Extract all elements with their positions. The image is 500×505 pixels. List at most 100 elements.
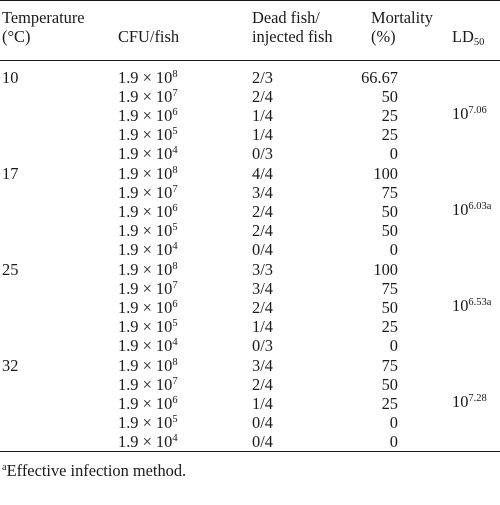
mortality-cell: 100 xyxy=(373,260,398,279)
cfu-base: 1.9 × 10 xyxy=(118,221,173,240)
header-mortality-line2: (%) xyxy=(371,27,396,46)
dead-fish-cell: 1/4 xyxy=(252,106,273,125)
mortality-cell: 50 xyxy=(381,221,398,240)
cfu-cell: 1.9 × 108 xyxy=(118,68,178,87)
cfu-cell: 1.9 × 105 xyxy=(118,413,178,432)
mortality-cell: 25 xyxy=(381,106,398,125)
header-dead-line1: Dead fish/ xyxy=(252,8,320,27)
cfu-exponent: 8 xyxy=(172,357,178,368)
footnote: aEffective infection method. xyxy=(2,461,186,480)
header-ld50-base: LD xyxy=(452,27,474,46)
cfu-cell: 1.9 × 104 xyxy=(118,144,178,163)
ld50-exponent: 6.03a xyxy=(468,201,492,212)
cfu-exponent: 8 xyxy=(172,165,178,176)
dead-fish-cell: 1/4 xyxy=(252,125,273,144)
cfu-base: 1.9 × 10 xyxy=(118,317,173,336)
header-dead: Dead fish/ injected fish xyxy=(252,8,333,46)
cfu-base: 1.9 × 10 xyxy=(118,356,173,375)
cfu-exponent: 5 xyxy=(172,126,178,137)
header-ld50: LD50 xyxy=(452,27,485,48)
cfu-exponent: 5 xyxy=(172,414,178,425)
cfu-cell: 1.9 × 108 xyxy=(118,356,178,375)
cfu-base: 1.9 × 10 xyxy=(118,106,173,125)
cfu-exponent: 7 xyxy=(172,376,178,387)
header-ld50-sub: 50 xyxy=(473,37,485,48)
dead-fish-cell: 0/4 xyxy=(252,432,273,451)
cfu-cell: 1.9 × 107 xyxy=(118,279,178,298)
table-row: 1.9 × 106 2/4 50 xyxy=(0,298,500,317)
cfu-base: 1.9 × 10 xyxy=(118,87,173,106)
table-row: 1.9 × 108 4/4 100 xyxy=(0,164,500,183)
cfu-cell: 1.9 × 106 xyxy=(118,394,178,413)
mortality-cell: 50 xyxy=(381,202,398,221)
cfu-exponent: 8 xyxy=(172,261,178,272)
cfu-base: 1.9 × 10 xyxy=(118,125,173,144)
dead-fish-cell: 2/4 xyxy=(252,221,273,240)
mortality-cell: 25 xyxy=(381,125,398,144)
table-row: 1.9 × 105 2/4 50 xyxy=(0,221,500,240)
cfu-cell: 1.9 × 108 xyxy=(118,260,178,279)
cfu-exponent: 6 xyxy=(172,299,178,310)
ld50-exponent: 6.53a xyxy=(468,297,492,308)
cfu-base: 1.9 × 10 xyxy=(118,413,173,432)
cfu-cell: 1.9 × 106 xyxy=(118,298,178,317)
cfu-cell: 1.9 × 108 xyxy=(118,164,178,183)
mortality-cell: 25 xyxy=(381,317,398,336)
cfu-base: 1.9 × 10 xyxy=(118,164,173,183)
cfu-cell: 1.9 × 107 xyxy=(118,375,178,394)
mortality-cell: 25 xyxy=(381,394,398,413)
header-rule xyxy=(0,60,500,61)
mortality-cell: 75 xyxy=(381,279,398,298)
table-row: 1.9 × 105 1/4 25 xyxy=(0,317,500,336)
cfu-base: 1.9 × 10 xyxy=(118,394,173,413)
ld50-base: 10 xyxy=(452,200,469,219)
cfu-base: 1.9 × 10 xyxy=(118,202,173,221)
ld50-value: 107.28 xyxy=(452,392,487,411)
cfu-exponent: 4 xyxy=(172,241,178,252)
table-row: 1.9 × 108 2/3 66.67 xyxy=(0,68,500,87)
table-row: 1.9 × 104 0/4 0 xyxy=(0,240,500,259)
mortality-cell: 75 xyxy=(381,356,398,375)
dead-fish-cell: 4/4 xyxy=(252,164,273,183)
ld50-base: 10 xyxy=(452,296,469,315)
footnote-text: Effective infection method. xyxy=(6,461,187,480)
cfu-exponent: 7 xyxy=(172,88,178,99)
cfu-cell: 1.9 × 107 xyxy=(118,183,178,202)
dead-fish-cell: 2/4 xyxy=(252,87,273,106)
cfu-base: 1.9 × 10 xyxy=(118,432,173,451)
cfu-exponent: 6 xyxy=(172,203,178,214)
dead-fish-cell: 0/4 xyxy=(252,240,273,259)
bottom-rule xyxy=(0,451,500,453)
cfu-cell: 1.9 × 107 xyxy=(118,87,178,106)
cfu-exponent: 4 xyxy=(172,337,178,348)
ld50-value: 107.06 xyxy=(452,104,487,123)
top-rule xyxy=(0,0,500,2)
mortality-cell: 66.67 xyxy=(361,68,398,87)
cfu-cell: 1.9 × 104 xyxy=(118,240,178,259)
temperature-value: 10 xyxy=(2,68,19,87)
cfu-cell: 1.9 × 104 xyxy=(118,336,178,355)
mortality-cell: 50 xyxy=(381,87,398,106)
header-temperature-line1: Temperature xyxy=(2,8,85,27)
dead-fish-cell: 3/4 xyxy=(252,279,273,298)
cfu-base: 1.9 × 10 xyxy=(118,260,173,279)
cfu-exponent: 6 xyxy=(172,107,178,118)
table-row: 1.9 × 104 0/3 0 xyxy=(0,336,500,355)
cfu-base: 1.9 × 10 xyxy=(118,144,173,163)
cfu-base: 1.9 × 10 xyxy=(118,68,173,87)
ld50-base: 10 xyxy=(452,392,469,411)
mortality-cell: 0 xyxy=(389,413,398,432)
table-row: 1.9 × 107 2/4 50 xyxy=(0,375,500,394)
header-mortality: Mortality (%) xyxy=(371,8,433,46)
cfu-base: 1.9 × 10 xyxy=(118,183,173,202)
ld50-value: 106.03a xyxy=(452,200,491,219)
ld50-exponent: 7.28 xyxy=(468,393,487,404)
cfu-cell: 1.9 × 104 xyxy=(118,432,178,451)
cfu-exponent: 7 xyxy=(172,184,178,195)
mortality-cell: 0 xyxy=(389,432,398,451)
cfu-exponent: 5 xyxy=(172,318,178,329)
dead-fish-cell: 3/4 xyxy=(252,356,273,375)
ld50-exponent: 7.06 xyxy=(468,105,487,116)
cfu-exponent: 4 xyxy=(172,145,178,156)
dead-fish-cell: 1/4 xyxy=(252,394,273,413)
